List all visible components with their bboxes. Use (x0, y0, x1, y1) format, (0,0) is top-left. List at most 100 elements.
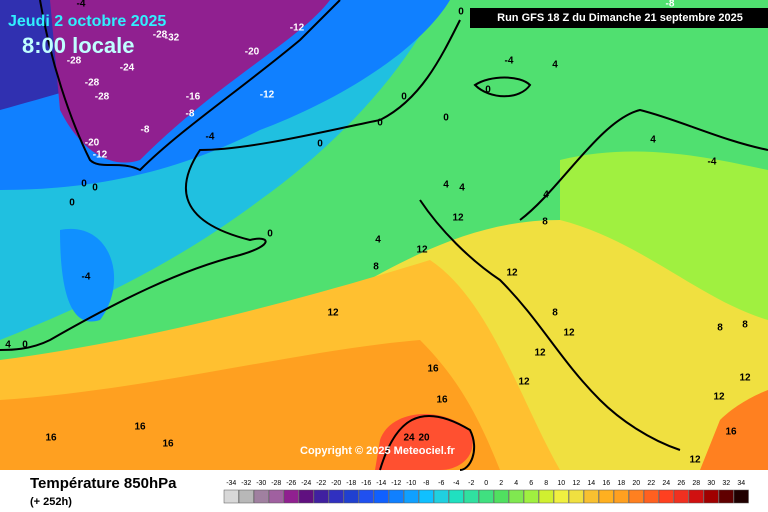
contour-label: -16 (186, 92, 201, 103)
contour-labels: -12-16 -12-8-4-8-12-20-28-28-28-24-20-4 40… (5, 0, 751, 466)
legend-swatch (643, 489, 659, 504)
legend-label: 30 (707, 480, 715, 487)
legend-swatch (613, 489, 629, 504)
legend-label: -16 (361, 480, 371, 487)
legend-label: 12 (572, 480, 580, 487)
legend-swatch (448, 489, 464, 504)
legend-label: 4 (514, 480, 518, 487)
legend-label: -34 (226, 480, 236, 487)
lead-time: (+ 252h) (30, 496, 72, 508)
contour-label: -4 (206, 132, 215, 143)
contour-label: 12 (452, 213, 464, 224)
contour-label: 8 (742, 320, 748, 331)
legend-label: -8 (423, 480, 429, 487)
contour-label: 16 (725, 427, 737, 438)
legend-label: 26 (677, 480, 685, 487)
map-title: Température 850hPa (30, 475, 177, 492)
legend-swatch (688, 489, 704, 504)
contour-label: -28 (85, 78, 100, 89)
contour-label: 0 (401, 92, 407, 103)
legend-label: 2 (499, 480, 503, 487)
legend-label: -18 (346, 480, 356, 487)
legend-swatch (223, 489, 239, 504)
legend-swatch (463, 489, 479, 504)
coastlines (0, 0, 768, 471)
contour-label: 8 (717, 323, 723, 334)
legend-swatch (703, 489, 719, 504)
contour-label: 4 (5, 340, 11, 351)
legend-label: -28 (271, 480, 281, 487)
contour-label: 4 (375, 235, 381, 246)
legend-label: 6 (529, 480, 533, 487)
copyright: Copyright © 2025 Meteociel.fr (300, 445, 456, 457)
legend-label: 14 (587, 480, 595, 487)
contour-label: 12 (518, 377, 530, 388)
legend-label: 0 (484, 480, 488, 487)
run-banner (470, 8, 768, 28)
contour-label: 0 (81, 179, 87, 190)
legend-swatch (538, 489, 554, 504)
color-legend: -34 -32 -30 -28 -26 -24 -22 -20 -18 -16 -14 -12 -10-… (223, 480, 749, 504)
legend-swatch (388, 489, 404, 504)
legend-label: 32 (722, 480, 730, 487)
legend-swatch (283, 489, 299, 504)
legend-swatch (328, 489, 344, 504)
legend-label: 20 (632, 480, 640, 487)
contour-label: 8 (542, 217, 548, 228)
contour-label: 12 (534, 348, 546, 359)
contour-label: -12 (290, 23, 305, 34)
contour-label: 0 (69, 198, 75, 209)
contour-label: -28 (67, 56, 82, 67)
legend-swatch (508, 489, 524, 504)
contour-label: 12 (327, 308, 339, 319)
legend-label: -14 (376, 480, 386, 487)
legend-label: 28 (692, 480, 700, 487)
contour-label: 16 (162, 439, 174, 450)
legend-label: 16 (602, 480, 610, 487)
legend-swatch (658, 489, 674, 504)
contour-label: 12 (689, 455, 701, 466)
contour-label: 0 (22, 340, 28, 351)
contour-label: -4 (77, 0, 86, 10)
legend-label: 24 (662, 480, 670, 487)
legend-swatch (598, 489, 614, 504)
forecast-date: Jeudi 2 octobre 2025 (8, 13, 166, 30)
legend-swatch (673, 489, 689, 504)
legend-label: -20 (331, 480, 341, 487)
contour-label: 16 (134, 422, 146, 433)
legend-swatch (358, 489, 374, 504)
legend-label: 10 (557, 480, 565, 487)
contour-label: 12 (713, 392, 725, 403)
contour-label: 12 (506, 268, 518, 279)
contour-label: -24 (120, 63, 135, 74)
contour-label: 4 (650, 135, 656, 146)
contour-label: 8 (373, 262, 379, 273)
legend-label: -26 (286, 480, 296, 487)
contour-label: -12 (93, 150, 108, 161)
legend-swatch (433, 489, 449, 504)
contour-label: -20 (85, 138, 100, 149)
forecast-time: 8:00 locale (22, 33, 135, 58)
contour-label: -4 (505, 56, 514, 67)
contour-label: -20 (245, 47, 260, 58)
legend-label: -24 (301, 480, 311, 487)
legend-swatch (373, 489, 389, 504)
legend-swatch (478, 489, 494, 504)
legend-label: -22 (316, 480, 326, 487)
legend-swatch (493, 489, 509, 504)
contour-label: 12 (416, 245, 428, 256)
legend-swatch (628, 489, 644, 504)
legend-swatch (238, 489, 254, 504)
contour-label: -4 (708, 157, 717, 168)
legend-label: 8 (544, 480, 548, 487)
legend-swatch (568, 489, 584, 504)
contour-label: 16 (436, 395, 448, 406)
legend-swatch (268, 489, 284, 504)
contour-label: 4 (459, 183, 465, 194)
legend-swatch (553, 489, 569, 504)
legend-swatch (343, 489, 359, 504)
contour-label: -4 (82, 272, 91, 283)
contour-label: 8 (552, 308, 558, 319)
legend-label: -30 (256, 480, 266, 487)
